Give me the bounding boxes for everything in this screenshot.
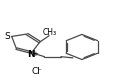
Text: Cl: Cl [31, 67, 40, 76]
Text: +: + [32, 51, 38, 57]
Text: N: N [27, 50, 35, 59]
Text: CH₃: CH₃ [43, 28, 57, 37]
Text: ⁻: ⁻ [38, 66, 42, 75]
Text: S: S [4, 32, 10, 41]
